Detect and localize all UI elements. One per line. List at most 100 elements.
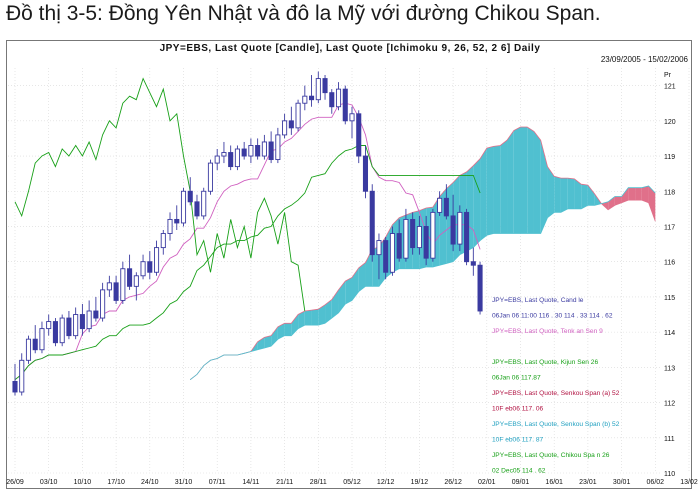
x-tick-label: 28/11 bbox=[310, 479, 327, 486]
y-tick-label: 120 bbox=[664, 119, 676, 126]
x-tick-label: 30/01 bbox=[613, 479, 631, 486]
cloud-segment bbox=[264, 335, 272, 348]
candle-down bbox=[470, 261, 476, 266]
cloud-segment bbox=[507, 130, 514, 234]
candle-up bbox=[302, 95, 308, 104]
candle-down bbox=[410, 218, 416, 249]
candle-down bbox=[228, 152, 234, 168]
candle-down bbox=[356, 113, 362, 157]
candle-down bbox=[174, 218, 180, 224]
candle-up bbox=[437, 197, 443, 213]
candle-down bbox=[241, 148, 247, 157]
candle-up bbox=[248, 145, 254, 157]
cloud-segment bbox=[500, 140, 508, 234]
candle-up bbox=[430, 211, 436, 259]
candle-down bbox=[329, 92, 335, 108]
candle-up bbox=[416, 226, 422, 249]
legend-entry-value: 10F eb06 117. 87 bbox=[492, 437, 544, 444]
candle-up bbox=[86, 310, 92, 330]
candle-down bbox=[309, 95, 315, 101]
candle-up bbox=[19, 359, 25, 393]
cloud-segment bbox=[574, 178, 582, 209]
cloud-segment bbox=[277, 323, 285, 340]
candle-up bbox=[154, 247, 160, 273]
cloud-segment bbox=[304, 310, 312, 326]
legend-entry-value: 10F eb06 117. 06 bbox=[492, 406, 544, 413]
candle-down bbox=[362, 155, 369, 192]
candle-up bbox=[214, 155, 220, 164]
x-tick-label: 16/01 bbox=[545, 479, 563, 486]
cloud-segment bbox=[621, 187, 629, 203]
candle-up bbox=[234, 148, 240, 168]
cloud-segment bbox=[641, 185, 649, 203]
cloud-segment bbox=[486, 146, 494, 236]
candle-up bbox=[295, 102, 301, 129]
candle-down bbox=[342, 88, 348, 122]
candle-down bbox=[369, 190, 375, 256]
cloud-segment bbox=[257, 337, 265, 350]
x-tick-label: 12/12 bbox=[377, 479, 395, 486]
y-axis: 110 111 112 113 114 115 116 117 118 119 120 121 Pr bbox=[664, 72, 676, 478]
cloud-segment bbox=[587, 185, 595, 206]
candle-up bbox=[315, 78, 321, 101]
cloud-segment bbox=[554, 176, 561, 213]
x-tick-label: 13/02 bbox=[680, 479, 698, 486]
candle-down bbox=[443, 197, 449, 217]
candle-down bbox=[322, 78, 328, 94]
cloud-segment bbox=[331, 289, 339, 319]
x-tick-label: 26/09 bbox=[6, 479, 24, 486]
legend-entry-name: JPY=EBS, Last Quote, Tenk an Sen 9 bbox=[492, 328, 603, 335]
candle-down bbox=[32, 338, 38, 351]
legend-entry-name: JPY=EBS, Last Quote, Senkou Span (b) 52 bbox=[492, 421, 620, 428]
tenkan-sen-line bbox=[14, 102, 481, 381]
candle-up bbox=[261, 141, 267, 157]
candle-up bbox=[73, 314, 79, 337]
cloud-segment bbox=[648, 185, 656, 222]
cloud-segment bbox=[513, 126, 521, 234]
candle-up bbox=[335, 88, 342, 108]
cloud-segment bbox=[352, 267, 359, 301]
candle-up bbox=[457, 211, 463, 245]
candle-up bbox=[275, 134, 281, 161]
candle-up bbox=[282, 120, 288, 136]
y-tick-label: 116 bbox=[664, 260, 675, 267]
y-axis-unit: Pr bbox=[664, 72, 672, 79]
y-tick-label: 119 bbox=[664, 154, 675, 161]
candle-down bbox=[93, 310, 99, 319]
candle-up bbox=[376, 240, 382, 256]
cloud-segment bbox=[628, 187, 636, 201]
x-tick-label: 23/01 bbox=[579, 479, 597, 486]
candle-down bbox=[79, 314, 85, 330]
x-tick-label: 07/11 bbox=[209, 479, 226, 486]
candle-up bbox=[120, 268, 126, 301]
cloud-segment bbox=[520, 126, 528, 234]
candle-down bbox=[113, 282, 119, 301]
cloud-segment bbox=[325, 299, 332, 324]
candle-down bbox=[477, 264, 483, 312]
candle-down bbox=[288, 120, 294, 129]
legend-entry-name: JPY=EBS, Last Quote, Kijun Sen 26 bbox=[492, 359, 598, 366]
ichimoku-cloud bbox=[189, 126, 656, 381]
legend-entry-value: 06Jan 06 117.87 bbox=[492, 375, 541, 382]
y-tick-label: 113 bbox=[664, 365, 675, 372]
cloud-segment bbox=[338, 281, 346, 313]
chart-title: JPY=EBS, Last Quote [Candle], Last Quote… bbox=[159, 43, 541, 54]
legend-entry-name: JPY=EBS, Last Quote, Chikou Spa n 26 bbox=[492, 452, 610, 459]
candle-up bbox=[180, 190, 187, 224]
candle-up bbox=[46, 321, 52, 330]
candle-down bbox=[194, 201, 200, 217]
gridlines bbox=[8, 68, 690, 474]
candle-up bbox=[221, 152, 227, 157]
x-tick-label: 24/10 bbox=[141, 479, 159, 486]
x-tick-label: 31/10 bbox=[175, 479, 193, 486]
x-tick-label: 02/01 bbox=[478, 479, 496, 486]
candle-down bbox=[12, 380, 18, 393]
y-tick-label: 117 bbox=[664, 224, 675, 231]
x-tick-label: 05/12 bbox=[343, 479, 361, 486]
chart-frame bbox=[6, 40, 692, 489]
cloud-segment bbox=[635, 187, 642, 201]
candle-up bbox=[207, 162, 213, 192]
candle-down bbox=[383, 240, 389, 273]
cloud-segment bbox=[533, 131, 541, 234]
